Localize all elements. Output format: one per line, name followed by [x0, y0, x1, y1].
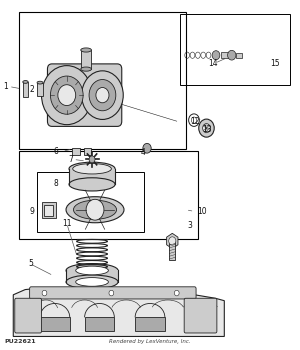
- Circle shape: [199, 119, 214, 137]
- Ellipse shape: [69, 162, 115, 175]
- Circle shape: [169, 237, 176, 245]
- Text: 3: 3: [187, 221, 192, 230]
- Text: 11: 11: [62, 219, 72, 228]
- Bar: [135, 317, 165, 331]
- Text: 15: 15: [270, 59, 280, 68]
- Circle shape: [202, 124, 210, 133]
- Polygon shape: [167, 233, 178, 248]
- Bar: [85, 317, 114, 331]
- Ellipse shape: [81, 67, 92, 71]
- Bar: [84, 148, 92, 155]
- Bar: [40, 317, 70, 331]
- Bar: [69, 169, 115, 184]
- Bar: [37, 83, 43, 96]
- Circle shape: [96, 88, 109, 103]
- Text: 6: 6: [53, 147, 58, 156]
- Circle shape: [42, 290, 47, 296]
- Ellipse shape: [73, 163, 111, 174]
- Text: 14: 14: [208, 59, 218, 68]
- Text: 9: 9: [30, 207, 34, 216]
- Bar: [221, 52, 228, 58]
- Circle shape: [82, 71, 123, 119]
- Text: 8: 8: [53, 179, 58, 188]
- Bar: [37, 172, 144, 232]
- Text: Rendered by LexVenture, Inc.: Rendered by LexVenture, Inc.: [109, 340, 191, 344]
- Circle shape: [86, 199, 104, 220]
- Text: 12: 12: [190, 117, 200, 126]
- Circle shape: [58, 85, 76, 106]
- FancyBboxPatch shape: [184, 298, 217, 333]
- Circle shape: [89, 156, 95, 163]
- Circle shape: [50, 76, 83, 114]
- Text: 2: 2: [30, 85, 34, 94]
- Circle shape: [143, 144, 151, 153]
- Text: 1: 1: [3, 82, 8, 91]
- Bar: [19, 151, 198, 239]
- Bar: [19, 12, 186, 149]
- Ellipse shape: [23, 80, 28, 83]
- Text: 7: 7: [68, 155, 73, 164]
- Bar: [236, 53, 242, 58]
- Bar: [180, 14, 290, 85]
- Bar: [169, 241, 175, 260]
- Text: 4: 4: [141, 148, 146, 157]
- Ellipse shape: [81, 48, 92, 52]
- Polygon shape: [13, 288, 224, 336]
- Text: 10: 10: [198, 207, 207, 216]
- Text: 13: 13: [202, 125, 211, 134]
- Circle shape: [174, 290, 179, 296]
- Bar: [81, 50, 92, 69]
- Ellipse shape: [66, 264, 118, 278]
- Ellipse shape: [66, 275, 118, 289]
- Circle shape: [41, 65, 92, 125]
- Circle shape: [212, 51, 220, 60]
- Bar: [41, 202, 56, 218]
- Ellipse shape: [76, 266, 108, 275]
- Bar: [44, 204, 53, 216]
- Circle shape: [89, 79, 116, 111]
- Bar: [23, 82, 28, 97]
- Text: PU22621: PU22621: [4, 340, 36, 344]
- FancyBboxPatch shape: [15, 298, 41, 333]
- FancyBboxPatch shape: [30, 287, 196, 299]
- Circle shape: [228, 50, 236, 60]
- Text: 5: 5: [28, 259, 33, 268]
- Bar: [66, 271, 118, 282]
- Ellipse shape: [37, 81, 43, 84]
- Ellipse shape: [74, 200, 117, 219]
- Ellipse shape: [66, 197, 124, 223]
- Circle shape: [109, 290, 114, 296]
- FancyBboxPatch shape: [47, 64, 122, 126]
- Ellipse shape: [69, 178, 115, 191]
- Bar: [72, 148, 80, 155]
- Ellipse shape: [76, 278, 108, 286]
